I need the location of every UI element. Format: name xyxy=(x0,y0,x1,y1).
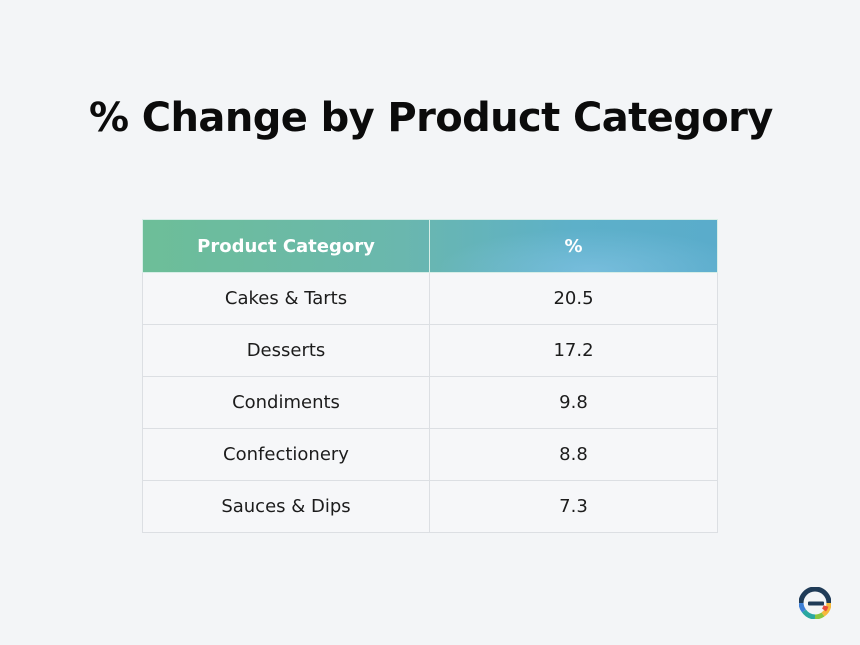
table-row: Desserts 17.2 xyxy=(142,324,718,377)
header-product-category: Product Category xyxy=(142,219,430,273)
cell-category: Sauces & Dips xyxy=(142,480,430,533)
header-percent: % xyxy=(429,219,718,273)
cell-category: Condiments xyxy=(142,376,430,429)
table-header-row: Product Category % xyxy=(142,219,718,273)
table-row: Condiments 9.8 xyxy=(142,376,718,429)
slide-title: % Change by Product Category xyxy=(89,95,773,141)
brand-logo-icon xyxy=(799,587,831,619)
cell-percent: 20.5 xyxy=(429,272,718,325)
category-table: Product Category % Cakes & Tarts 20.5 De… xyxy=(142,219,718,533)
table-row: Confectionery 8.8 xyxy=(142,428,718,481)
table-row: Cakes & Tarts 20.5 xyxy=(142,272,718,325)
cell-percent: 7.3 xyxy=(429,480,718,533)
cell-percent: 8.8 xyxy=(429,428,718,481)
cell-percent: 9.8 xyxy=(429,376,718,429)
cell-percent: 17.2 xyxy=(429,324,718,377)
cell-category: Cakes & Tarts xyxy=(142,272,430,325)
cell-category: Confectionery xyxy=(142,428,430,481)
table-row: Sauces & Dips 7.3 xyxy=(142,480,718,533)
category-table-container: Product Category % Cakes & Tarts 20.5 De… xyxy=(142,219,718,533)
cell-category: Desserts xyxy=(142,324,430,377)
